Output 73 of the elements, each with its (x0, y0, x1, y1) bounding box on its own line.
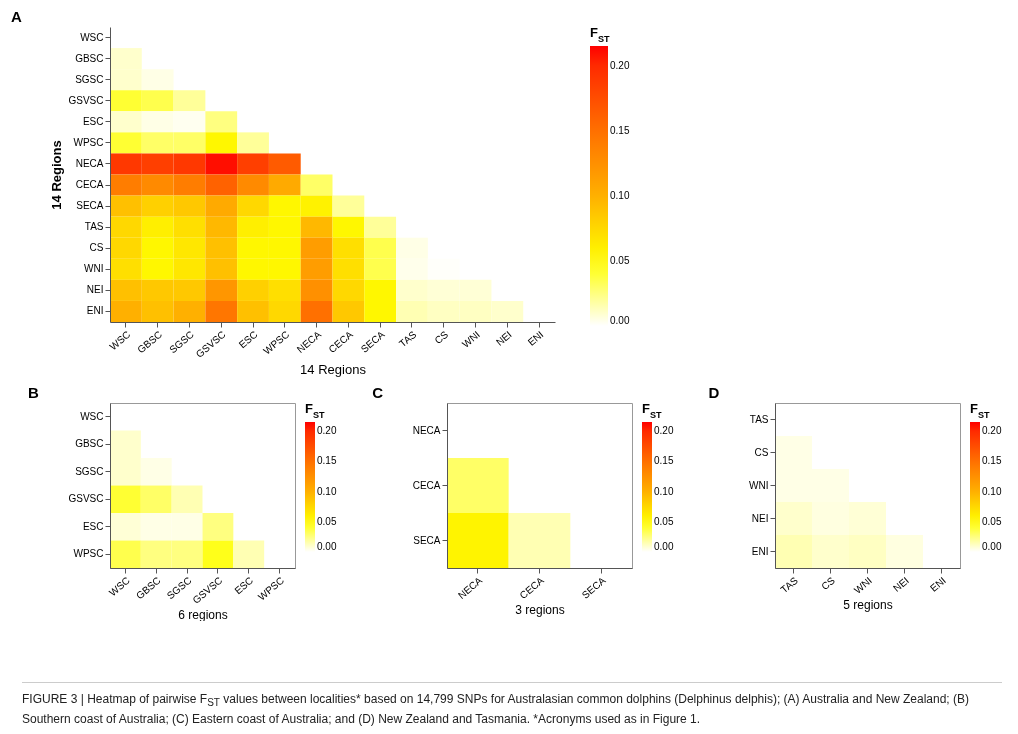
y-tick-label: NEI (86, 284, 104, 296)
y-tick-label: WPSC (73, 548, 104, 560)
y-tick-label: ENI (86, 305, 104, 317)
color-bar-label: 0.20 (317, 425, 337, 437)
x-tick-label: TAS (778, 574, 801, 596)
x-tick-label: ENI (928, 574, 948, 594)
y-tick-label: SECA (76, 200, 104, 212)
y-tick-label: NECA (412, 424, 441, 436)
y-tick-label: TAS (84, 221, 104, 233)
x-tick-label: NEI (891, 574, 911, 594)
chart-title: B (27, 384, 39, 401)
y-tick-label: CECA (75, 179, 104, 191)
y-tick-label: WNI (84, 263, 104, 275)
y-tick-label: WSC (80, 31, 104, 43)
y-tick-label: ESC (82, 115, 104, 127)
color-bar-label: 0.10 (317, 485, 337, 497)
y-tick-label: CECA (412, 479, 441, 491)
y-tick-label: NEI (751, 512, 769, 524)
y-tick-label: GBSC (75, 52, 104, 64)
y-tick-label: NECA (75, 157, 104, 169)
y-tick-label: WNI (749, 479, 769, 491)
x-axis-title: 14 Regions (300, 361, 367, 377)
y-axis-title: 14 Regions (49, 140, 65, 210)
x-tick-label: ESC (232, 574, 256, 597)
y-tick-label: SECA (413, 534, 441, 546)
x-tick-label: NEI (493, 328, 514, 348)
y-tick-label: TAS (749, 413, 769, 425)
color-bar-label: 0.15 (610, 124, 630, 136)
y-tick-label: ENI (751, 545, 769, 557)
y-tick-label: WPSC (73, 136, 104, 148)
color-bar-label: 0.00 (610, 315, 630, 326)
y-tick-label: CS (754, 446, 769, 458)
color-bar-title: F$_{ST}$ (590, 25, 611, 44)
caption: FIGURE 3 | Heatmap of pairwise F$_{ST}$ values between localities* based on 14,799 SNPs for Australasian common dolphins (Delphinus delphis); (A) Australia and New Zealand; (B) Southern coast of Australia; (C) Eastern coast of Australia; and (D) New Zealand and Tasmania. *Acronyms used as in Figure 1. (22, 682, 1002, 729)
color-bar-title: F$_{ST}$ (305, 401, 326, 420)
color-bar-label: 0.05 (654, 515, 674, 527)
chart-title: A (10, 8, 22, 25)
color-bar-label: 0.00 (654, 541, 674, 552)
color-bar-label: 0.05 (982, 515, 1002, 527)
y-tick-label: CS (89, 242, 104, 254)
color-bar-label: 0.20 (610, 59, 630, 71)
x-axis-title: 6 regions (178, 607, 228, 622)
color-bar-label: 0.15 (317, 455, 337, 467)
color-bar-label: 0.10 (982, 485, 1002, 497)
color-bar-label: 0.00 (317, 541, 337, 552)
x-axis-title: 5 regions (843, 597, 893, 612)
y-tick-label: GSVSC (68, 94, 104, 106)
color-bar-label: 0.20 (982, 425, 1002, 437)
color-bar-label: 0.05 (610, 254, 630, 266)
color-bar-label: 0.05 (317, 515, 337, 527)
y-tick-label: GSVSC (68, 493, 104, 505)
y-tick-label: SGSC (75, 465, 104, 477)
chart-title: D (708, 384, 720, 401)
x-tick-label: WNI (459, 328, 482, 350)
color-bar-label: 0.15 (982, 455, 1002, 467)
x-tick-label: WNI (851, 574, 874, 596)
x-tick-label: ESC (236, 328, 260, 351)
color-bar-label: 0.20 (654, 425, 674, 437)
x-tick-label: ENI (525, 328, 546, 348)
y-tick-label: SGSC (75, 73, 104, 85)
y-tick-label: GBSC (75, 438, 104, 450)
color-bar-label: 0.15 (654, 455, 674, 467)
x-tick-label: CS (819, 574, 838, 593)
chart-title: C (372, 384, 384, 401)
color-bar-title: F$_{ST}$ (970, 401, 991, 420)
x-axis-title: 3 regions (515, 603, 565, 618)
color-bar-label: 0.00 (982, 541, 1002, 552)
color-bar-label: 0.10 (610, 189, 630, 201)
color-bar-title: F$_{ST}$ (642, 401, 663, 420)
y-tick-label: ESC (82, 520, 104, 532)
color-bar-label: 0.10 (654, 485, 674, 497)
y-tick-label: WSC (80, 410, 104, 422)
x-tick-label: TAS (396, 328, 419, 350)
